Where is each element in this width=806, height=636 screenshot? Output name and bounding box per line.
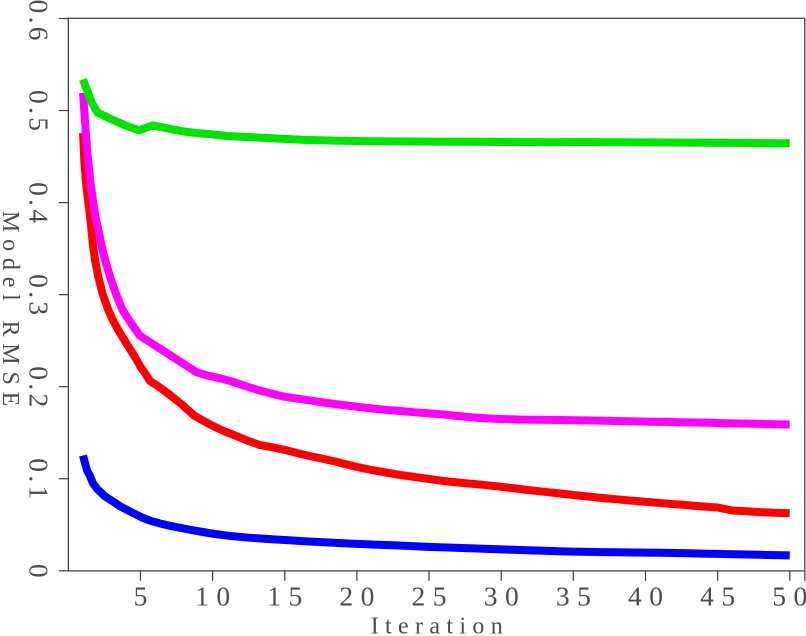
svg-text:0.2: 0.2 (24, 366, 55, 407)
svg-text:0.1: 0.1 (24, 458, 55, 499)
svg-text:Iteration: Iteration (371, 614, 503, 636)
svg-text:0.6: 0.6 (24, 0, 55, 41)
svg-text:40: 40 (628, 581, 663, 612)
svg-text:15: 15 (267, 581, 302, 612)
svg-text:5: 5 (134, 581, 148, 612)
svg-text:45: 45 (700, 581, 735, 612)
svg-text:0: 0 (24, 564, 55, 578)
svg-text:35: 35 (556, 581, 591, 612)
svg-text:20: 20 (339, 581, 374, 612)
svg-text:0.3: 0.3 (24, 274, 55, 315)
svg-text:30: 30 (484, 581, 519, 612)
svg-text:25: 25 (412, 581, 447, 612)
svg-text:0.5: 0.5 (24, 90, 55, 131)
svg-text:Model RMSE: Model RMSE (0, 211, 23, 406)
svg-text:50: 50 (772, 581, 806, 612)
svg-text:0.4: 0.4 (24, 182, 55, 223)
svg-text:10: 10 (195, 581, 230, 612)
